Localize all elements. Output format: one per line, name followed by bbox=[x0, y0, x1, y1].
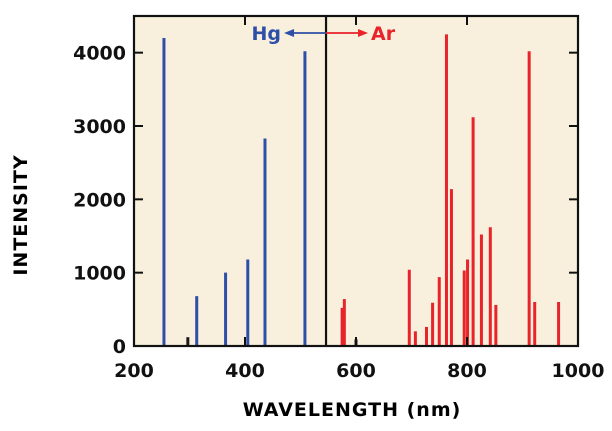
arrow-right-head-icon bbox=[358, 29, 369, 37]
region-label-hg: Hg bbox=[252, 23, 282, 45]
x-tick-label-600: 600 bbox=[336, 360, 376, 382]
y-tick-label-2000: 2000 bbox=[73, 189, 126, 211]
y-tick-label-4000: 4000 bbox=[73, 43, 126, 65]
x-axis-title: WAVELENGTH (nm) bbox=[243, 399, 462, 421]
arrow-left-head-icon bbox=[284, 29, 295, 37]
y-tick-label-3000: 3000 bbox=[73, 116, 126, 138]
spectral-lines bbox=[162, 34, 561, 346]
y-axis-title: INTENSITY bbox=[10, 154, 32, 275]
y-tick-label-0: 0 bbox=[113, 336, 126, 358]
region-labels: Hg Ar bbox=[252, 23, 396, 45]
x-tick-label-1000: 1000 bbox=[552, 360, 605, 382]
x-tick-label-200: 200 bbox=[114, 360, 154, 382]
axis-ticks: 200 400 600 800 1000 0 1000 2000 3000 4000 bbox=[73, 16, 604, 382]
plot-background bbox=[134, 16, 578, 346]
x-tick-label-800: 800 bbox=[447, 360, 487, 382]
x-tick-label-400: 400 bbox=[225, 360, 265, 382]
region-label-ar: Ar bbox=[371, 23, 396, 45]
y-tick-label-1000: 1000 bbox=[73, 263, 126, 285]
